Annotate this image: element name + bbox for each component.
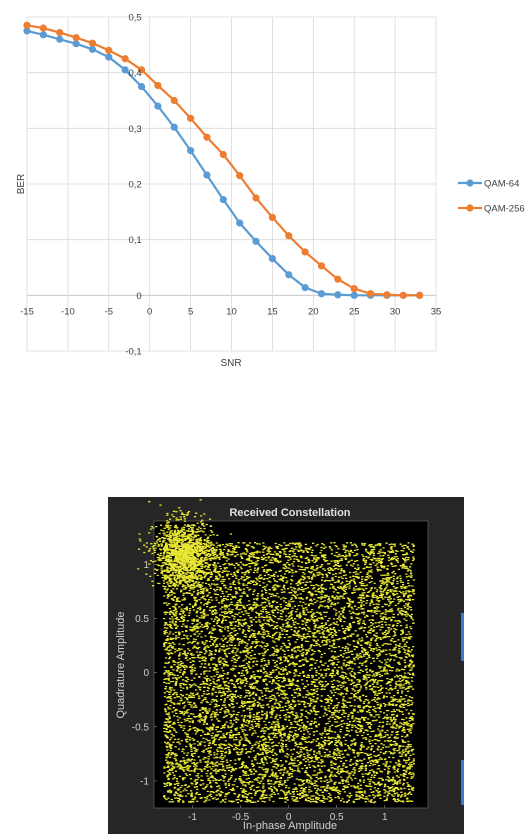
constellation-y-ticks: 1 0.5 0 -0.5 -1 [132,560,157,787]
data-point [39,31,47,39]
data-point [268,213,276,221]
data-point [285,232,293,240]
x-tick-label: 30 [390,306,401,317]
y-tick-label: 0.5 [135,614,149,625]
legend-label: QAM-256 [484,204,525,215]
legend-swatch-marker [466,179,474,187]
x-tick-label: 0 [286,812,292,823]
y-tick-label: 0 [143,668,149,679]
constellation-x-ticks: -1 -0.5 0 0.5 1 [188,805,388,823]
y-axis-title: BER [16,174,27,195]
data-point [154,102,162,110]
x-tick-label: 5 [188,306,193,317]
data-point [105,53,113,61]
chart-series-group [23,21,424,299]
data-point [170,96,178,105]
data-point [56,28,64,37]
data-point [416,291,424,299]
x-tick-label: -15 [20,306,34,317]
constellation-point-cloud [137,499,416,804]
x-tick-label: -10 [61,306,75,317]
data-point [334,275,342,283]
chart-gridlines [26,16,437,352]
data-point [350,291,358,299]
series-line [26,29,420,297]
data-point [317,262,326,270]
data-point [219,195,227,204]
data-point [252,237,260,245]
data-point [350,285,358,293]
data-point [72,33,80,42]
data-point [121,66,129,74]
y-tick-label: 0,3 [128,124,141,135]
data-point [399,291,407,299]
data-point [121,55,129,63]
data-point [236,172,244,180]
data-point [203,133,211,141]
x-tick-label: -5 [105,306,113,317]
y-tick-label: -0.5 [132,722,150,733]
data-point [334,291,342,299]
data-point [88,39,97,47]
constellation-figure: Received Constellation -1 -0.5 0 0.5 1 1 0.5 0… [108,497,464,834]
constellation-scatter-plot: Received Constellation -1 -0.5 0 0.5 1 1 0.5 0… [115,499,429,832]
data-point [187,147,195,155]
x-tick-label: 25 [349,306,360,317]
y-tick-label: 1 [143,560,149,571]
data-point [203,171,211,179]
y-tick-label: 0,4 [128,68,141,79]
constellation-y-axis-title: Quadrature Amplitude [115,611,127,718]
y-tick-label: 0,1 [128,235,141,246]
data-point [317,290,326,298]
x-axis-title: SNR [220,358,241,369]
window-edge-strip [461,613,464,661]
y-tick-label: -0,1 [125,347,141,358]
x-tick-labels: -15 -10 -5 0 5 10 15 20 25 30 35 [20,306,441,317]
y-tick-label: 0,5 [128,13,141,24]
data-point [301,248,309,256]
data-point [137,82,146,91]
data-point [137,66,146,74]
data-point [252,194,260,202]
data-point [105,46,113,55]
x-tick-label: -0.5 [232,812,250,823]
y-tick-label: 0 [136,291,141,302]
x-tick-label: -1 [188,812,197,823]
x-tick-label: 15 [267,306,278,317]
data-point [154,81,162,90]
data-point [366,290,375,298]
data-point [301,283,309,292]
x-tick-label: 1 [382,812,388,823]
y-tick-label: -1 [140,776,149,787]
data-point [187,114,195,122]
series-line [26,24,420,297]
data-point [56,35,64,43]
data-point [383,291,391,299]
data-point [72,40,80,48]
data-point [236,219,244,227]
x-tick-label: 35 [431,306,442,317]
ber-line-chart: -15 -10 -5 0 5 10 15 20 25 30 35 -0,1 0 0,1 0,2 0,3 0,4… [16,13,525,370]
x-tick-label: 10 [226,306,237,317]
x-tick-label: 0.5 [330,812,344,823]
chart-legend: QAM-64 QAM-256 [458,179,525,215]
y-tick-labels: -0,1 0 0,1 0,2 0,3 0,4 0,5 [125,13,141,358]
y-tick-label: 0,2 [128,180,141,191]
data-point [170,123,178,131]
data-point [268,254,276,263]
constellation-points [137,499,416,804]
data-point [219,150,227,159]
legend-label: QAM-64 [484,179,519,190]
constellation-x-axis-title: In-phase Amplitude [243,820,337,832]
x-tick-label: 20 [308,306,319,317]
data-point [23,21,31,29]
window-edge-strip [461,760,464,805]
data-point [285,271,293,279]
data-point [39,24,47,32]
data-point [88,45,97,53]
legend-swatch-marker [466,204,474,212]
constellation-title: Received Constellation [229,507,350,519]
x-tick-label: 0 [147,306,152,317]
data-point [23,27,31,35]
